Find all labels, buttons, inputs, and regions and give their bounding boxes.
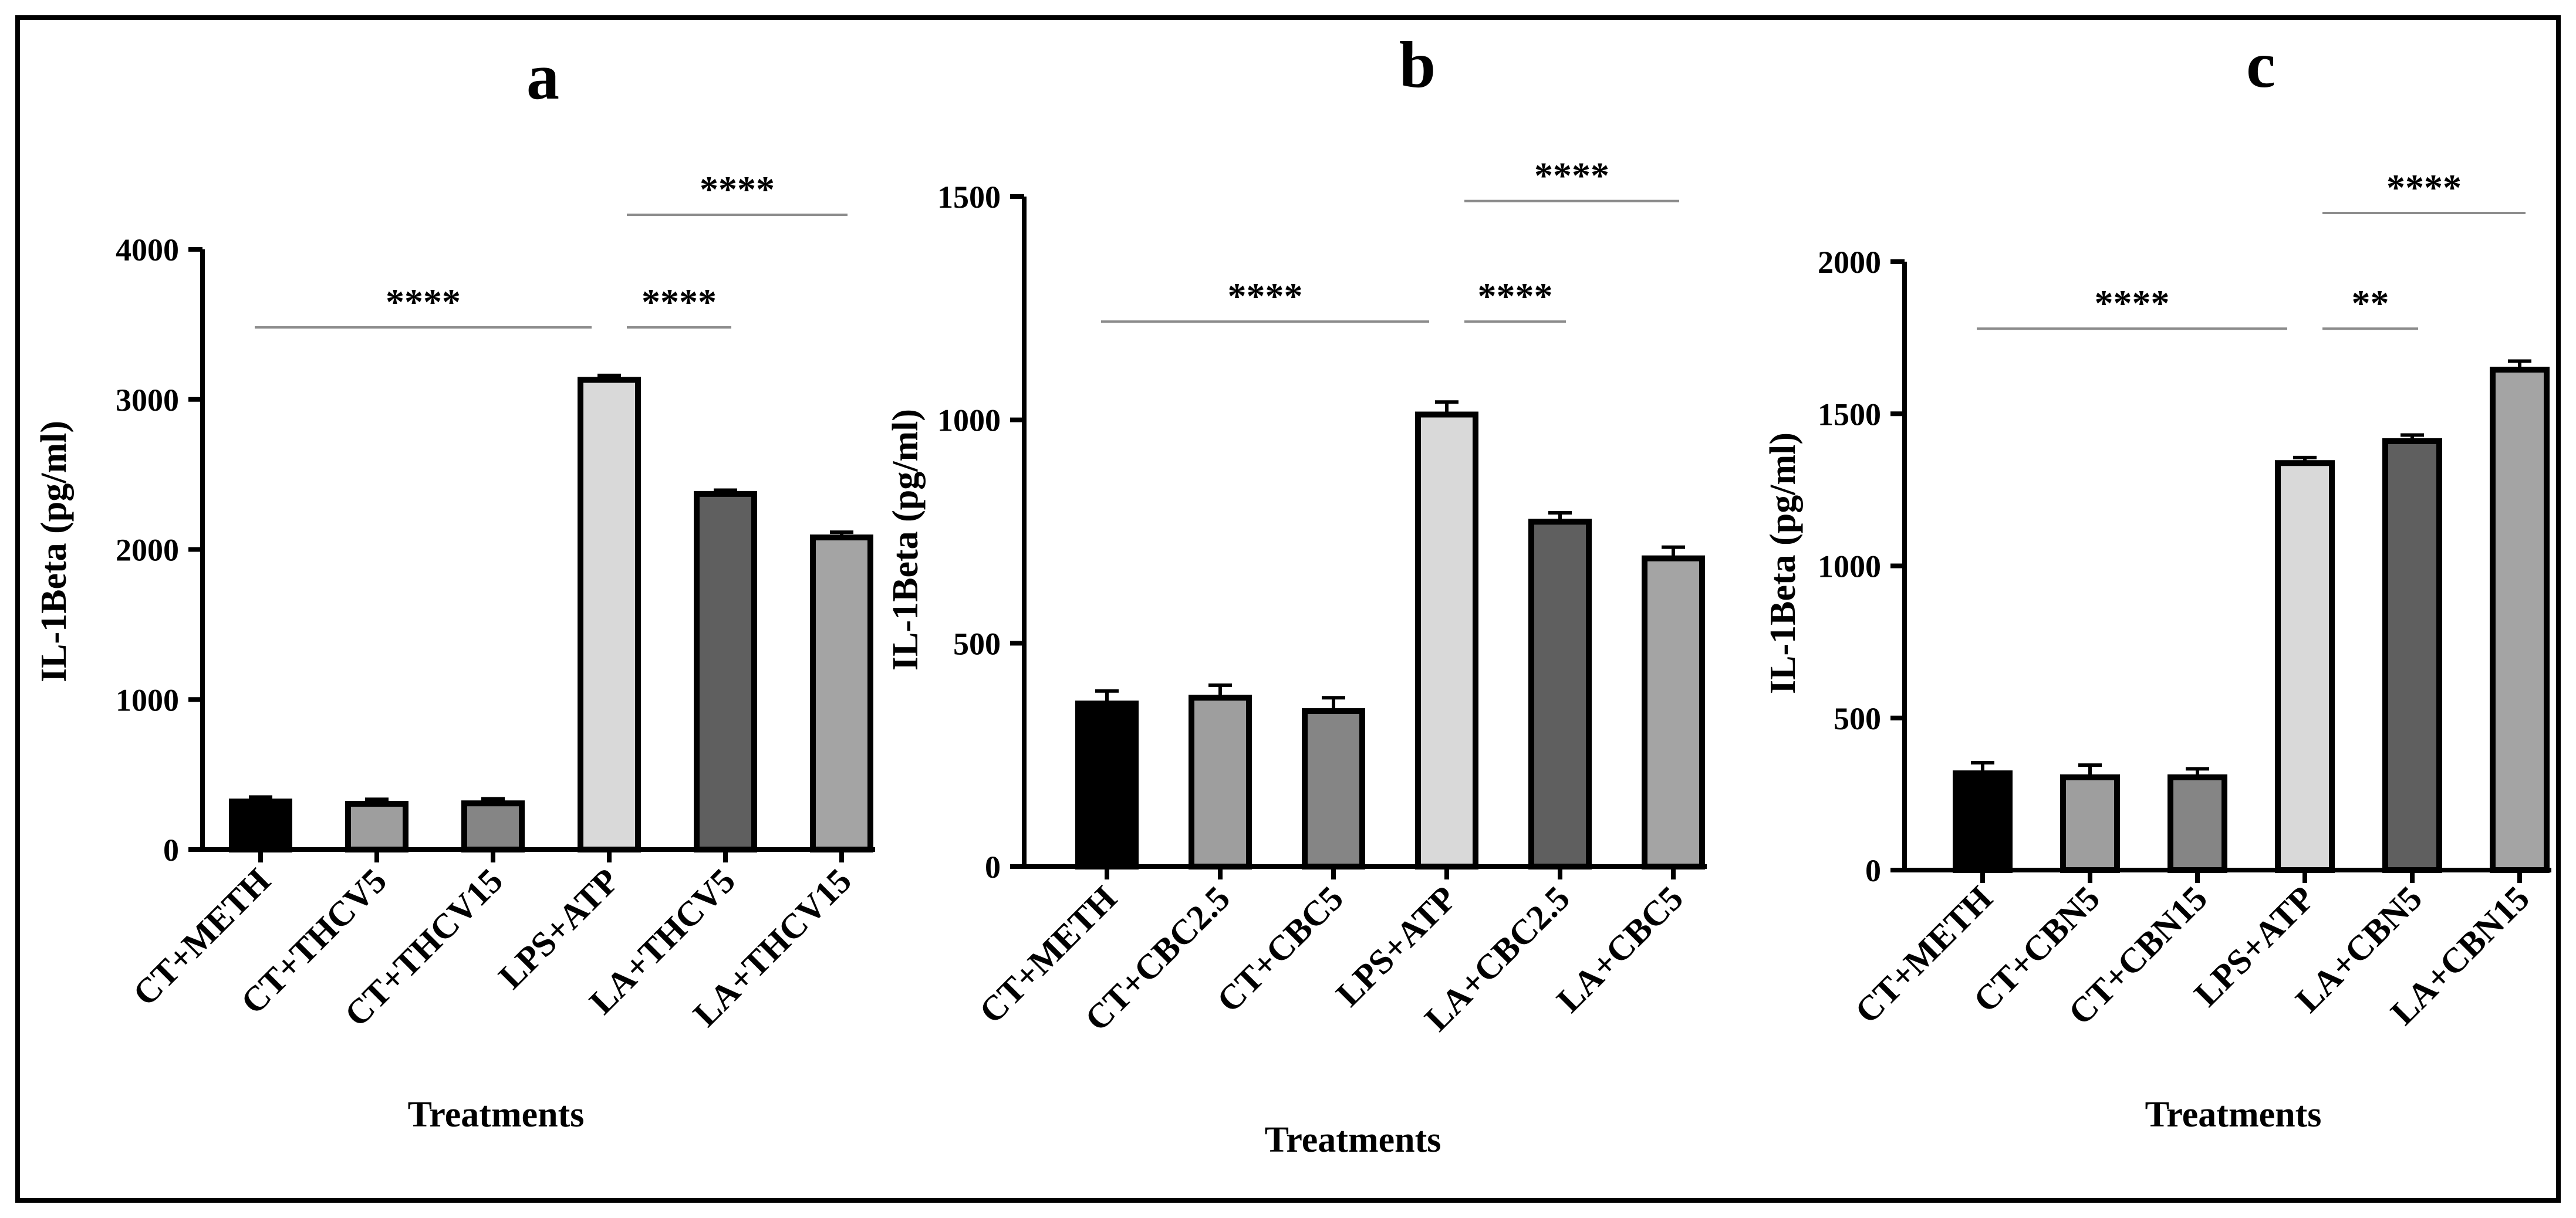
panel-b-bar: [1642, 555, 1705, 869]
panel-c-error-bar: [2078, 763, 2102, 777]
panel-a-error-bar: [830, 530, 853, 538]
panel-b-bar: [1415, 411, 1478, 869]
panel-c-y-tick-label: 2000: [1818, 245, 1881, 280]
figure-border: [15, 15, 2561, 1203]
panel-c-bar: [2060, 774, 2120, 874]
panel-a-significance-label: ****: [386, 281, 461, 323]
panel-c-letter: c: [2246, 29, 2275, 102]
panel-b-y-tick-label: 1500: [937, 180, 1001, 215]
panel-b-bar: [1302, 708, 1365, 870]
panel-a-significance-label: ****: [642, 281, 717, 323]
panel-a-error-bar: [714, 488, 737, 494]
panel-b-y-tick-label: 500: [953, 626, 1001, 661]
panel-c-y-tick-label: 0: [1865, 853, 1881, 888]
panel-b-error-bar: [1435, 400, 1459, 415]
panel-b: b IL-1Beta (pg/ml) Treatments 0 500 1000 15…: [886, 29, 1707, 1160]
panel-a-error-bar: [365, 797, 389, 804]
panel-c-bar: [2490, 367, 2550, 873]
panel-c-y-tick-label: 1000: [1818, 549, 1881, 584]
panel-a-bar: [810, 534, 873, 852]
panel-a: a IL-1Beta (pg/ml) Treatments 0 1000 2000 3…: [34, 40, 875, 1135]
panel-c-y-tick-label: 500: [1834, 701, 1881, 736]
panel-c-bar: [1953, 770, 2013, 873]
panel-a-bar: [578, 377, 641, 852]
panel-c-significance-label: ****: [2386, 167, 2462, 208]
panel-b-significance-label: ****: [1478, 275, 1553, 317]
panel-b-bar: [1189, 695, 1252, 869]
panel-a-error-bar: [597, 373, 621, 380]
panel-a-y-tick-label: 0: [163, 833, 179, 868]
panel-c-bar: [2382, 438, 2442, 873]
panel-c-category-label: CT+METH: [1848, 879, 2000, 1031]
panel-a-bar: [229, 799, 292, 853]
panel-b-letter: b: [1399, 29, 1436, 102]
panel-a-error-bar: [481, 797, 505, 804]
panel-c-x-axis-title: Treatments: [2145, 1095, 2322, 1135]
panel-a-y-tick-label: 3000: [116, 383, 179, 418]
panel-b-significance-label: ****: [1534, 155, 1609, 197]
panel-a-significance-label: ****: [700, 168, 775, 210]
panel-a-y-tick-label: 2000: [116, 533, 179, 568]
panel-c-y-axis-title: IL-1Beta (pg/ml): [1763, 432, 1803, 694]
panel-c-error-bar: [2293, 455, 2317, 463]
panel-a-letter: a: [526, 40, 559, 113]
panel-a-bar: [461, 800, 525, 852]
panel-c: c IL-1Beta (pg/ml) Treatments 0 500 1000 15…: [1763, 29, 2551, 1135]
panel-a-x-axis-title: Treatments: [408, 1095, 585, 1135]
panel-b-error-bar: [1095, 689, 1119, 704]
panel-a-bar: [345, 800, 408, 852]
panel-c-bar: [2168, 774, 2227, 874]
panel-b-y-tick-label: 1000: [937, 403, 1001, 438]
panel-c-error-bar: [1971, 760, 1994, 774]
panel-c-bar: [2275, 460, 2335, 873]
panel-b-y-axis-title: IL-1Beta (pg/ml): [886, 409, 926, 671]
panel-b-error-bar: [1208, 683, 1232, 698]
panel-c-significance-label: ****: [2095, 282, 2170, 324]
panel-b-y-tick-label: 0: [985, 850, 1001, 885]
panel-b-error-bar: [1662, 545, 1685, 559]
panel-b-error-bar: [1322, 696, 1345, 712]
panel-b-x-axis-title: Treatments: [1265, 1120, 1441, 1160]
panel-b-bar: [1528, 519, 1592, 869]
panel-c-error-bar: [2401, 433, 2424, 441]
panel-c-error-bar: [2508, 359, 2531, 370]
panel-c-significance-label: **: [2352, 282, 2389, 324]
panel-a-bar: [694, 490, 757, 852]
panel-a-y-tick-label: 4000: [116, 232, 179, 268]
panel-b-bar: [1075, 701, 1139, 869]
panel-a-y-axis-title: IL-1Beta (pg/ml): [34, 421, 74, 682]
panel-b-error-bar: [1548, 511, 1572, 522]
panel-c-error-bar: [2186, 767, 2209, 777]
panel-a-error-bar: [249, 795, 272, 802]
panel-a-y-tick-label: 1000: [116, 682, 179, 718]
panel-c-y-tick-label: 1500: [1818, 397, 1881, 432]
panel-b-significance-label: ****: [1228, 275, 1303, 317]
